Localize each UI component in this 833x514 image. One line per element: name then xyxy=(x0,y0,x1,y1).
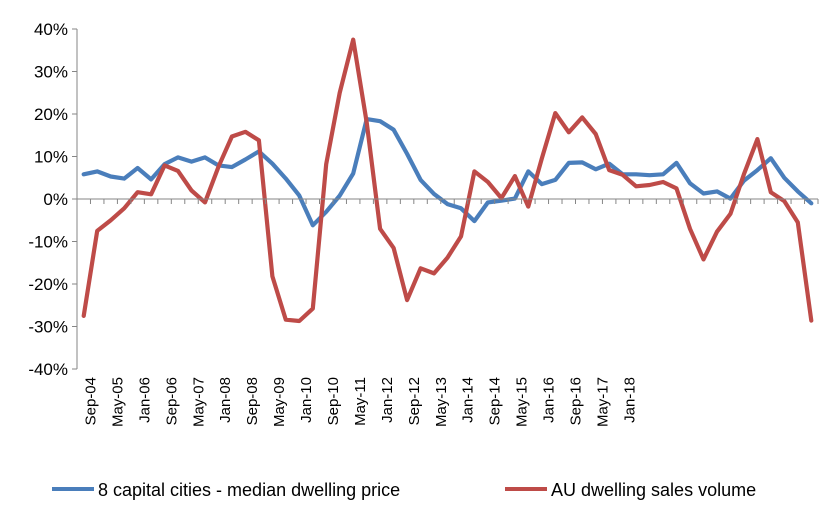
series-line-sales xyxy=(81,37,814,324)
x-tick-label: Sep-10 xyxy=(325,377,342,425)
x-tick-label: May-11 xyxy=(352,377,369,426)
x-axis-ticks: Sep-04 May-05 Jan-06 Sep-06 May-07 Jan-08 Sep-… xyxy=(76,199,819,427)
y-tick-label: 40% xyxy=(34,20,68,39)
x-tick-label: May-07 xyxy=(190,377,207,427)
y-axis-ticks: 40% 30% 20% 10% 0% -10% -20% -30% -40% xyxy=(28,20,77,379)
x-tick-label: Sep-04 xyxy=(83,377,100,425)
y-tick-label: -20% xyxy=(28,275,68,294)
y-tick-label: 0% xyxy=(43,190,68,209)
series-line-price xyxy=(81,116,814,228)
x-tick-label: Sep-16 xyxy=(568,377,585,425)
legend-label-price: 8 capital cities - median dwelling price xyxy=(98,480,400,500)
y-tick-label: 20% xyxy=(34,105,68,124)
y-tick-label: 10% xyxy=(34,148,68,167)
x-tick-label: Jan-12 xyxy=(379,377,396,423)
y-tick-label: -30% xyxy=(28,318,68,337)
x-tick-label: Sep-06 xyxy=(163,377,180,425)
y-tick-label: -10% xyxy=(28,233,68,252)
x-tick-label: Jan-18 xyxy=(621,377,638,423)
y-tick-label: 30% xyxy=(34,63,68,82)
x-tick-label: May-15 xyxy=(514,377,531,427)
x-tick-label: Sep-14 xyxy=(487,377,504,425)
x-tick-label: Sep-08 xyxy=(244,377,261,425)
legend-label-sales: AU dwelling sales volume xyxy=(551,480,756,500)
x-tick-label: Jan-16 xyxy=(541,377,558,423)
x-tick-label: May-17 xyxy=(594,377,611,427)
plot-lines xyxy=(81,37,814,324)
x-tick-label: Sep-12 xyxy=(406,377,423,425)
x-tick-label: May-13 xyxy=(433,377,450,427)
x-tick-label: May-09 xyxy=(271,377,288,427)
x-tick-label: Jan-06 xyxy=(136,377,153,423)
x-tick-label: Jan-14 xyxy=(460,377,477,423)
axes xyxy=(76,29,818,369)
x-tick-label: Jan-10 xyxy=(298,377,315,423)
legend: 8 capital cities - median dwelling price… xyxy=(52,480,756,500)
y-tick-label: -40% xyxy=(28,360,68,379)
x-tick-label: May-05 xyxy=(109,377,126,427)
x-tick-label: Jan-08 xyxy=(217,377,234,423)
